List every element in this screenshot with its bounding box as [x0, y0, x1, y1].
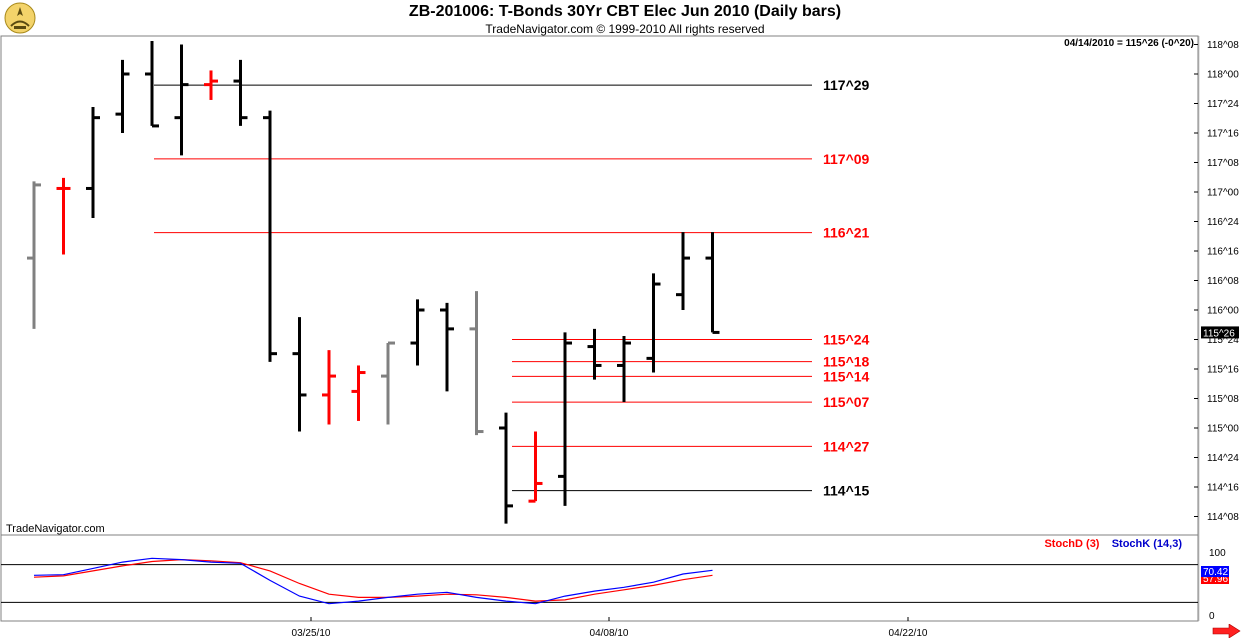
y-tick-label: 118^00 [1207, 70, 1239, 81]
indicator-legend: StochD (3) StochK (14,3) [1044, 538, 1182, 550]
y-tick-label: 114^16 [1207, 483, 1239, 494]
y-tick-label: 115^16 [1207, 365, 1239, 376]
stochd-value-label: 57.96 [1203, 574, 1228, 585]
price-readout: 04/14/2010 = 115^26 (-0^20) [1064, 38, 1194, 49]
y-tick-label: 117^08 [1207, 158, 1239, 169]
stochk-legend: StochK (14,3) [1111, 538, 1182, 550]
stochk-value-box [1201, 566, 1229, 577]
stoch-y-label: 0 [1209, 611, 1215, 622]
y-tick-label: 117^24 [1207, 99, 1239, 110]
chart-subtitle: TradeNavigator.com © 1999-2010 All right… [485, 22, 765, 36]
x-tick-label: 04/08/10 [590, 628, 629, 639]
y-tick-label: 116^00 [1207, 306, 1239, 317]
y-tick-label: 116^16 [1207, 247, 1239, 258]
y-tick-label: 117^00 [1207, 188, 1239, 199]
red-right-arrow-icon[interactable] [1211, 624, 1241, 638]
chart-title: ZB-201006: T-Bonds 30Yr CBT Elec Jun 201… [408, 3, 842, 20]
level-label: 116^21 [823, 225, 870, 241]
level-label: 115^07 [823, 394, 870, 410]
y-tick-label: 115^08 [1207, 394, 1239, 405]
indicator-panel-frame [0, 534, 1199, 622]
level-label: 117^29 [823, 77, 870, 93]
stochk-value-label: 70.42 [1203, 567, 1228, 578]
stochk-line [33, 557, 713, 605]
y-tick-label: 118^08 [1207, 40, 1239, 51]
x-tick-label: 03/25/10 [292, 628, 331, 639]
level-label: 115^14 [823, 368, 870, 384]
x-tick-label: 04/22/10 [889, 628, 928, 639]
y-tick-label: 115^24 [1207, 335, 1239, 346]
stoch-y-label: 100 [1209, 548, 1226, 559]
y-tick-label: 117^16 [1207, 129, 1239, 140]
trade-navigator-logo-icon[interactable] [4, 2, 36, 34]
level-label: 115^18 [823, 354, 870, 370]
stochd-legend: StochD (3) [1044, 538, 1100, 550]
y-tick-label: 114^08 [1207, 512, 1239, 523]
y-tick-label: 114^24 [1207, 453, 1239, 464]
y-tick-label: 115^00 [1207, 424, 1239, 435]
y-tick-label: 116^24 [1207, 217, 1239, 228]
level-label: 114^27 [823, 438, 870, 454]
level-label: 117^09 [823, 151, 870, 167]
stochd-line [33, 558, 713, 602]
y-tick-label: 116^08 [1207, 276, 1239, 287]
last-price-box [1201, 326, 1239, 339]
watermark: TradeNavigator.com [6, 523, 105, 535]
stochd-value-box [1201, 573, 1229, 584]
last-price-label: 115^26 [1203, 328, 1235, 339]
level-label: 115^24 [823, 332, 870, 348]
level-label: 114^15 [823, 483, 870, 499]
